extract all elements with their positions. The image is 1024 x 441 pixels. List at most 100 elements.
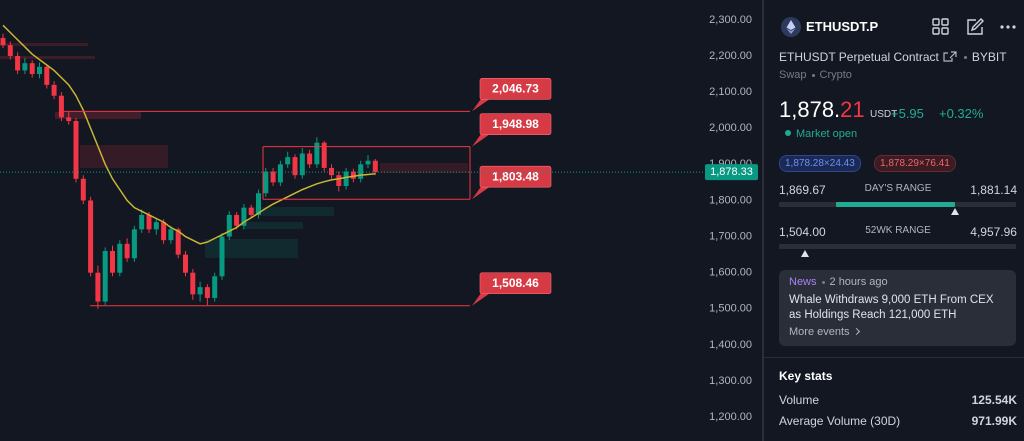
y-tick-label: 1,200.00 (709, 411, 752, 423)
candle-body (73, 120, 79, 179)
label-pointer (472, 185, 492, 200)
day-low: 1,869.67 (779, 183, 826, 197)
candle-body (321, 142, 327, 168)
candle-body (15, 55, 21, 71)
candle-body (343, 171, 349, 187)
candle-body (350, 171, 356, 179)
candle-body (314, 142, 320, 165)
day-high: 1,881.14 (970, 183, 1017, 197)
candle-body (51, 84, 57, 96)
exchange: BYBIT (971, 50, 1007, 64)
y-tick-label: 1,700.00 (709, 230, 752, 242)
price-fraction: 21 (840, 97, 865, 122)
news-meta: News 2 hours ago (789, 276, 888, 288)
divider (764, 357, 1024, 358)
candle-body (219, 236, 225, 277)
candle-body (277, 164, 283, 183)
candle-body (336, 175, 342, 187)
stat-value: 125.54K (971, 393, 1017, 407)
label-pointer (472, 97, 492, 112)
candle-body (358, 164, 364, 179)
y-tick-label: 2,300.00 (709, 14, 752, 26)
candle-body (183, 254, 188, 273)
zones (0, 43, 468, 258)
level-label-box (479, 78, 552, 100)
symbol[interactable]: ETHUSDT.P (806, 19, 879, 34)
candle-body (307, 153, 313, 165)
symbol-panel: ETHUSDT.P ETHUSDT Perpetual Contract BYBI… (762, 0, 1024, 441)
level-label-box (479, 272, 552, 295)
news-headline[interactable]: Whale Withdraws 9,000 ETH From CEX as Ho… (789, 294, 994, 321)
y-tick-label: 1,300.00 (709, 375, 752, 387)
y-tick-label: 2,100.00 (709, 86, 752, 98)
news-tag: News (789, 276, 817, 288)
candle-body (372, 160, 378, 173)
candle-body (263, 171, 269, 194)
candle-body (124, 243, 130, 259)
stat-value: 971.99K (971, 414, 1017, 428)
more-events[interactable]: More events (789, 326, 860, 338)
last-price: 1,878.21 (779, 97, 865, 123)
candle-body (0, 37, 6, 46)
label-pointer (472, 132, 492, 147)
description: ETHUSDT Perpetual Contract BYBIT (779, 50, 1007, 64)
change-percent: +0.32% (939, 106, 984, 121)
candle-body (248, 207, 254, 215)
separator (811, 73, 815, 77)
coin-icon (781, 17, 801, 37)
link-icon[interactable] (939, 51, 959, 62)
ask: 1,878.29×76.41 (874, 155, 956, 172)
candle-body (102, 251, 108, 302)
type: Swap (779, 69, 807, 81)
candle-body (95, 272, 101, 302)
candle-body (58, 95, 64, 118)
candle-body (22, 63, 28, 71)
day-range-row: 1,869.67 DAY'S RANGE 1,881.14 (779, 183, 1017, 197)
toolbar-icons (932, 18, 1016, 35)
candle-body (161, 222, 167, 241)
stat-label: Average Volume (30D) (779, 414, 901, 428)
last-price-label: 1,878.33 (710, 166, 753, 178)
zone (250, 207, 334, 216)
candle-body (131, 229, 137, 259)
candle-body (365, 160, 371, 165)
week52-range-label: 52WK RANGE (865, 225, 931, 236)
change: +5.95 (891, 106, 924, 121)
candle-body (139, 214, 145, 230)
week52-high: 4,957.96 (970, 225, 1017, 239)
candle-body (44, 66, 50, 85)
candle-body (285, 157, 291, 165)
week52-range-marker (800, 250, 809, 257)
stat-row: Average Volume (30D) 971.99K (779, 414, 1017, 428)
status-text: Market open (796, 128, 858, 140)
y-tick-label: 2,200.00 (709, 50, 752, 62)
level-label-box (479, 113, 552, 135)
y-tick-label: 1,400.00 (709, 339, 752, 351)
news-card[interactable]: News 2 hours ago Whale Withdraws 9,000 ET… (779, 270, 1016, 346)
market-status: Market open (785, 128, 857, 140)
y-tick-label: 1,500.00 (709, 303, 752, 315)
candle-body (256, 193, 261, 215)
candle-body (197, 287, 203, 295)
candle-body (329, 167, 334, 176)
candle-body (299, 153, 305, 176)
zone (245, 222, 303, 229)
week52-range-row: 1,504.00 52WK RANGE 4,957.96 (779, 225, 1017, 239)
currency: USDT (870, 109, 898, 120)
candle-body (37, 66, 42, 75)
zone (0, 56, 95, 59)
candle-body (66, 117, 72, 121)
y-tick-label: 2,000.00 (709, 122, 752, 134)
chart: 2,300.002,200.002,100.002,000.001,900.00… (0, 14, 758, 423)
day-range-label: DAY'S RANGE (864, 183, 932, 194)
candle-body (234, 214, 240, 226)
zone (55, 112, 141, 119)
candle-body (153, 222, 159, 230)
level-label-box (479, 165, 552, 188)
stat-row: Volume 125.54K (779, 393, 1017, 407)
week52-low: 1,504.00 (779, 225, 826, 239)
candle-body (146, 214, 152, 230)
contract-name: ETHUSDT Perpetual Contract (779, 50, 939, 64)
news-time: 2 hours ago (829, 276, 888, 288)
candle-body (241, 207, 247, 226)
